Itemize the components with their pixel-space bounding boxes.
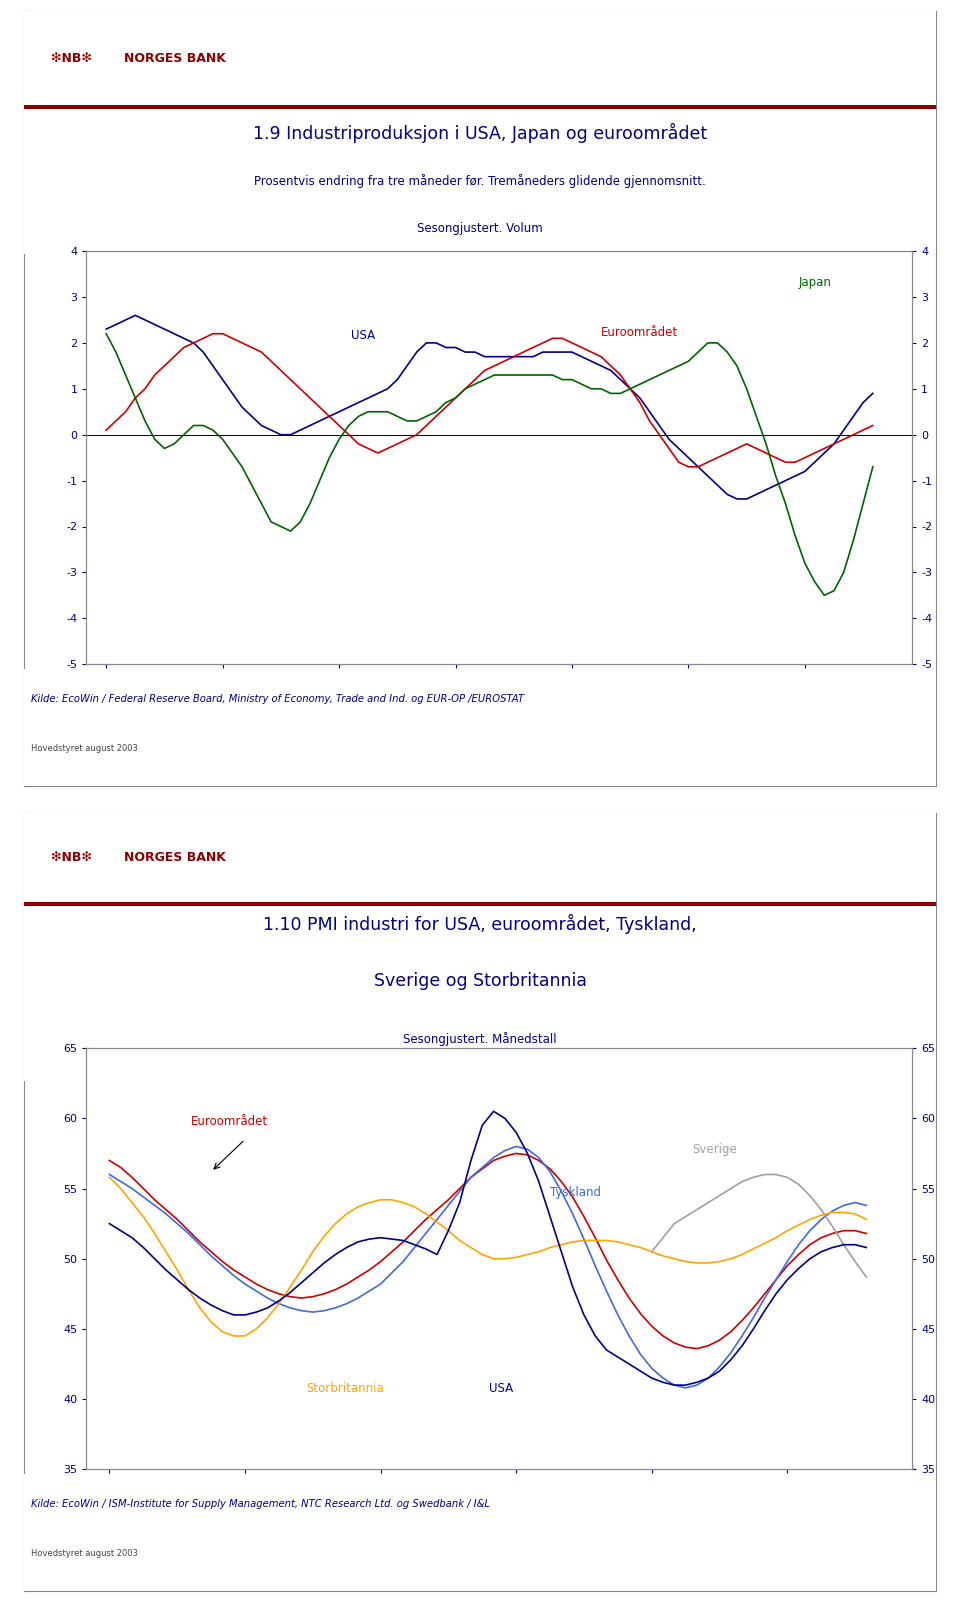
Text: Storbritannia: Storbritannia [306,1382,384,1395]
Text: NORGES BANK: NORGES BANK [125,850,227,865]
Text: Euroområdet: Euroområdet [601,326,678,339]
Text: Kilde: EcoWin / Federal Reserve Board, Ministry of Economy, Trade and Ind. og EU: Kilde: EcoWin / Federal Reserve Board, M… [32,693,524,703]
Text: Sverige og Storbritannia: Sverige og Storbritannia [373,972,587,990]
Text: ❇NB❇: ❇NB❇ [52,52,92,65]
Text: Prosentvis endring fra tre måneder før. Tremåneders glidende gjennomsnitt.: Prosentvis endring fra tre måneder før. … [254,175,706,188]
Text: 1.9 Industriproduksjon i USA, Japan og euroområdet: 1.9 Industriproduksjon i USA, Japan og e… [252,123,708,143]
Text: Hovedstyret august 2003: Hovedstyret august 2003 [32,1549,138,1558]
Text: USA: USA [350,329,374,342]
Text: USA: USA [489,1382,514,1395]
Text: 1.10 PMI industri for USA, euroområdet, Tyskland,: 1.10 PMI industri for USA, euroområdet, … [263,914,697,935]
Text: Euroområdet: Euroområdet [191,1115,268,1129]
Text: Hovedstyret august 2003: Hovedstyret august 2003 [32,744,138,753]
Text: ❇NB❇: ❇NB❇ [52,850,92,865]
Text: NORGES BANK: NORGES BANK [125,52,227,65]
Text: Kilde: EcoWin / ISM-Institute for Supply Management, NTC Research Ltd. og Swedba: Kilde: EcoWin / ISM-Institute for Supply… [32,1498,491,1508]
Text: Japan: Japan [799,275,832,288]
Text: Sesongjustert. Volum: Sesongjustert. Volum [418,222,542,235]
Text: Sesongjustert. Månedstall: Sesongjustert. Månedstall [403,1032,557,1045]
Text: Tyskland: Tyskland [550,1186,601,1199]
Text: Sverige: Sverige [692,1144,737,1157]
